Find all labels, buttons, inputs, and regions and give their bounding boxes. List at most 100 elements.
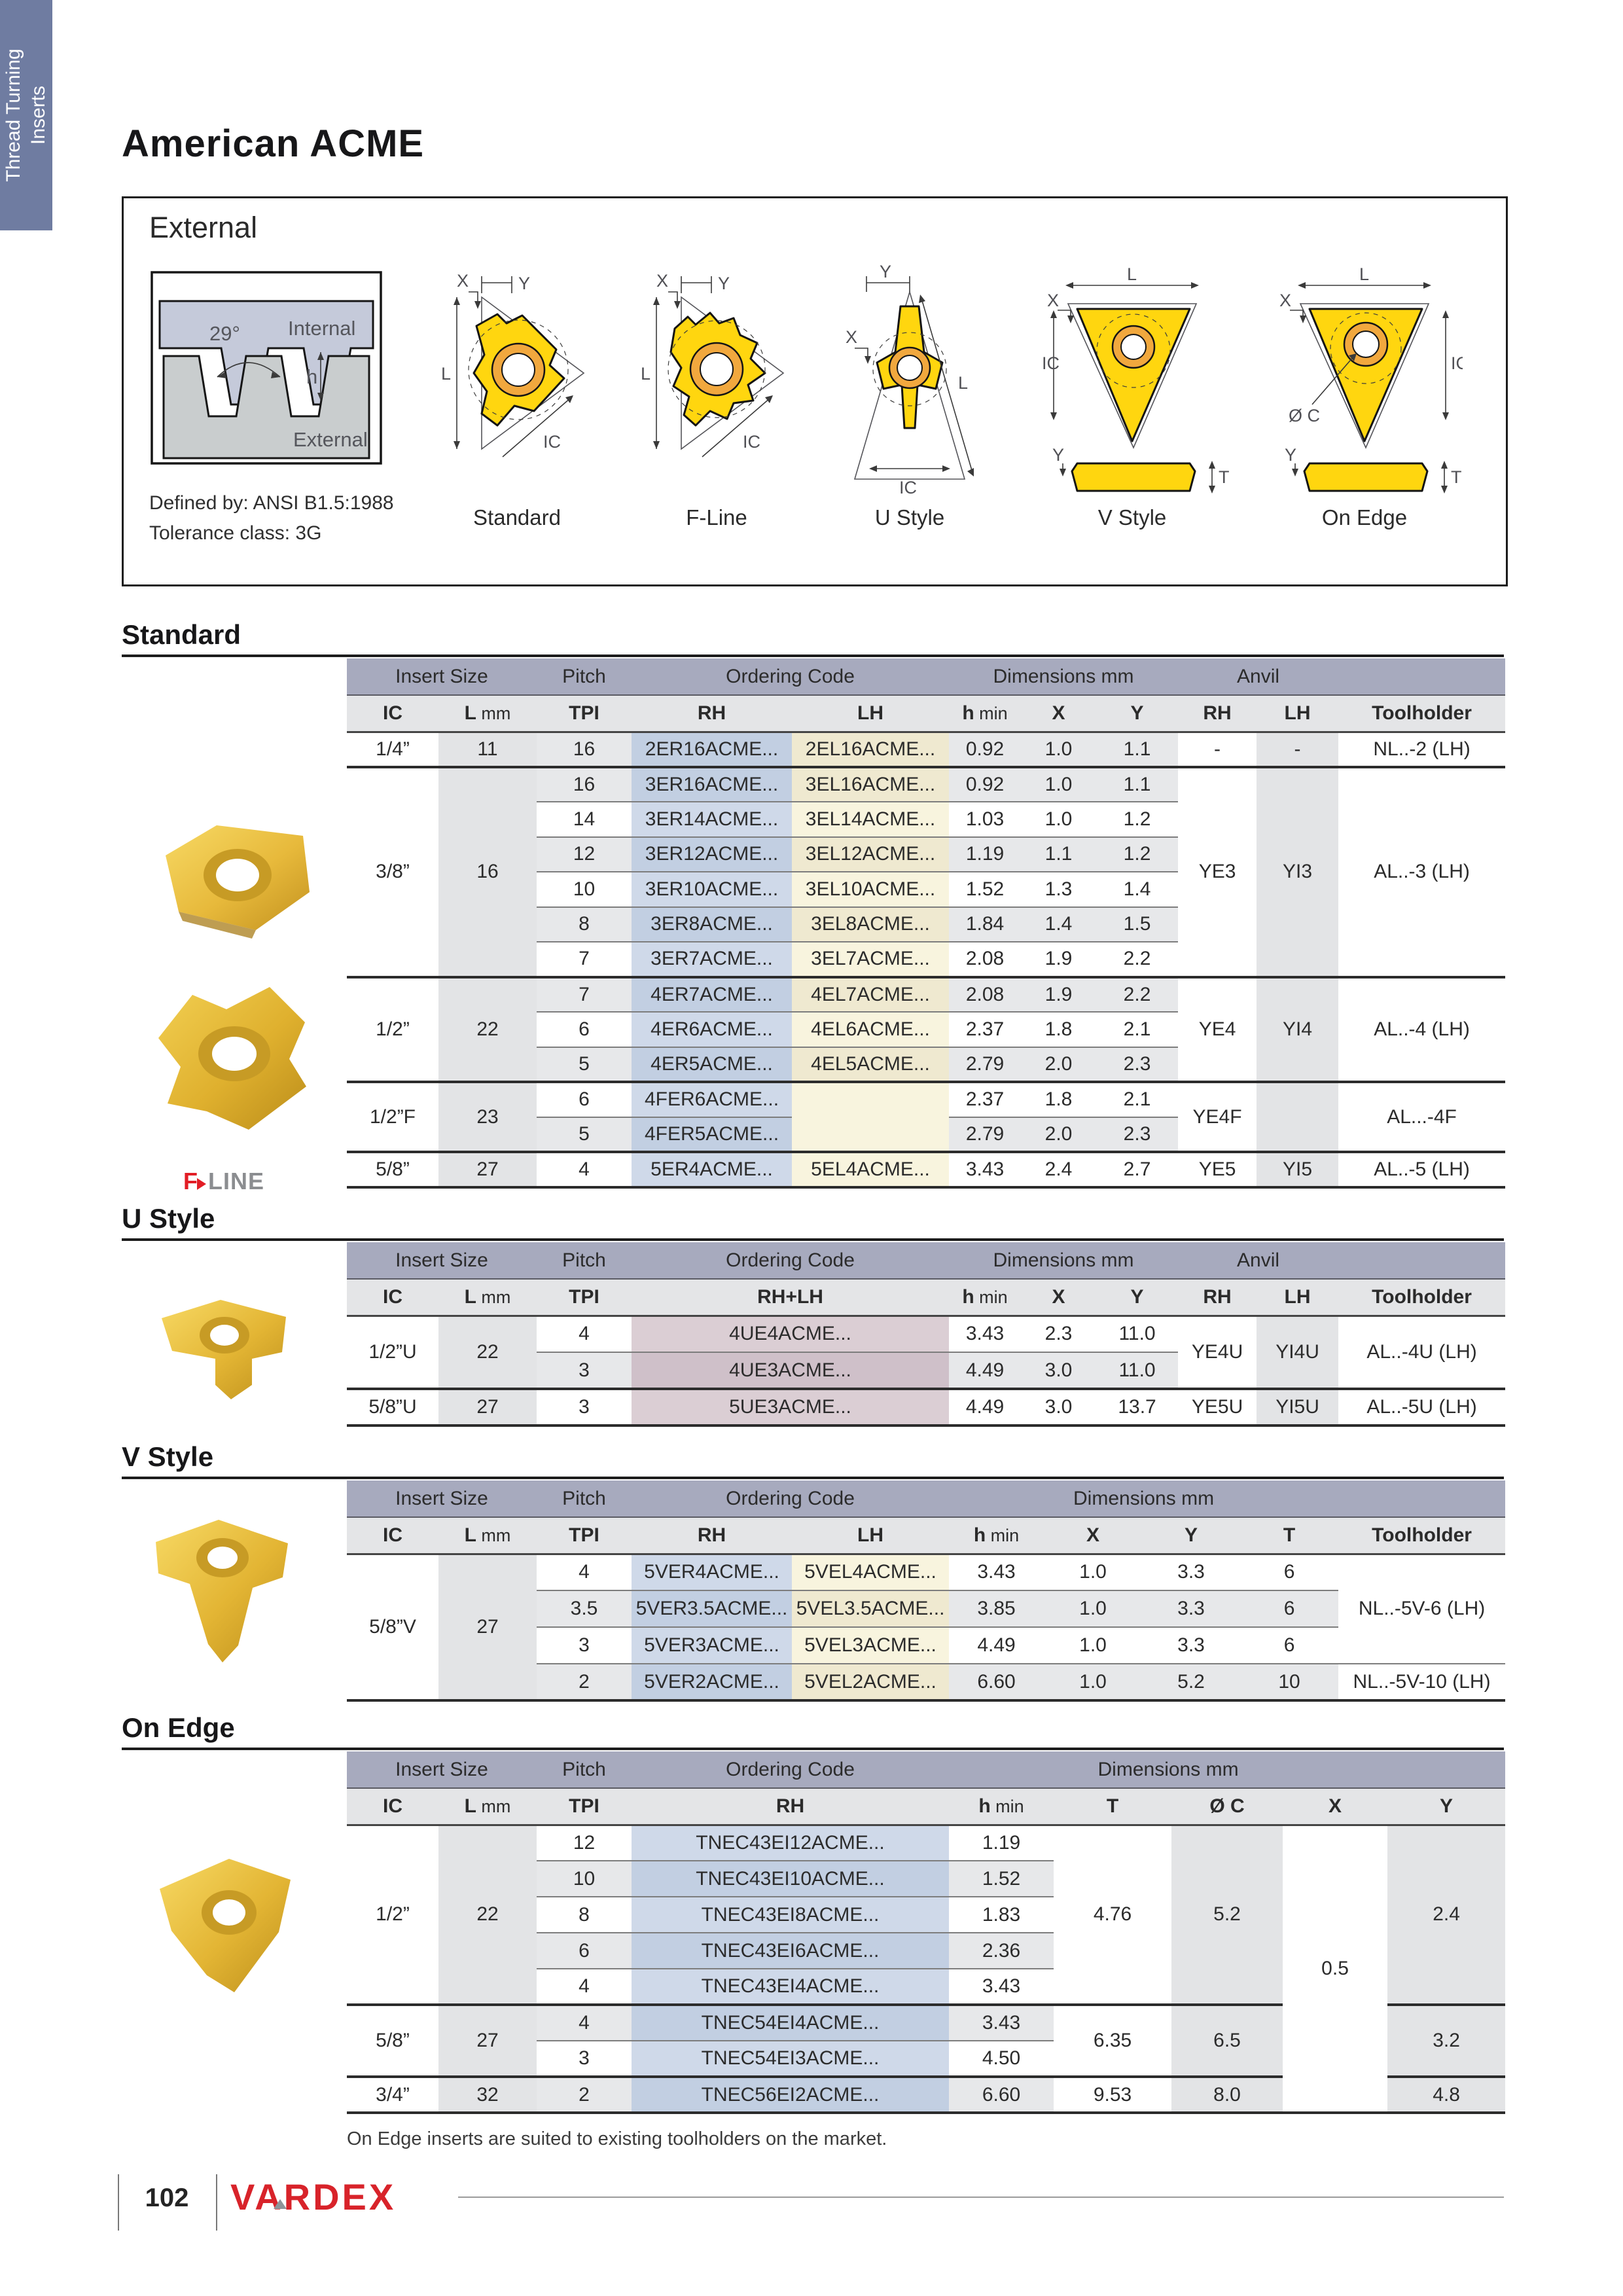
- cell: 2EL16ACME...: [792, 732, 950, 768]
- dim-label-x: X: [1279, 291, 1291, 310]
- group-header-cell: Ordering Code: [632, 1242, 950, 1280]
- table-row: 1/2” 22 7 4ER7ACME... 4EL7ACME... 2.08 1.9 2.2 Y…: [347, 977, 1506, 1083]
- sub-header-cell: LH: [1257, 695, 1339, 733]
- table-row: 6 4ER6ACME... 4EL6ACME... 2.37 1.8 2.1: [347, 1012, 1505, 1048]
- cell: 27: [438, 2005, 537, 2078]
- cell: YE3: [1178, 766, 1257, 978]
- dim-label-x: X: [846, 327, 857, 347]
- table-row: 10 3ER10ACME... 3EL10ACME... 1.52 1.3 1.4: [347, 872, 1505, 908]
- cell: 1.0: [1044, 1627, 1143, 1664]
- defined-by-text: Defined by: ANSI B1.5:1988: [149, 492, 394, 514]
- group-header-cell: Anvil: [1178, 658, 1339, 696]
- external-thread-shape: [162, 355, 370, 459]
- group-header-row: Insert Size Pitch Ordering Code Dimensions …: [347, 658, 1506, 696]
- sub-header-cell: T: [1240, 1517, 1339, 1555]
- cell: AL..-4U (LH): [1338, 1316, 1506, 1390]
- cell: 22: [438, 1825, 537, 2006]
- cell: 5: [537, 1047, 632, 1083]
- group-header-cell: Dimensions mm: [949, 658, 1179, 696]
- cell: TNEC43EI10ACME...: [632, 1861, 950, 1897]
- sub-header-cell: Y: [1096, 695, 1179, 733]
- cell: 2.37: [949, 1082, 1022, 1118]
- cell: 3EL8ACME...: [792, 906, 950, 942]
- cell: 2.3: [1096, 1047, 1179, 1083]
- table-standard: Insert Size Pitch Ordering Code Dimensions …: [347, 658, 1506, 1189]
- cell: 5/8”: [347, 2005, 438, 2078]
- cell: 4ER7ACME...: [632, 977, 793, 1013]
- table-row: 10 TNEC43EI10ACME... 1.52: [347, 1861, 1505, 1897]
- sub-header-cell: TPI: [537, 1279, 632, 1317]
- dim-label-y: Y: [518, 274, 530, 293]
- sub-header-cell: RH: [1178, 1279, 1257, 1317]
- cell: 1.5: [1096, 906, 1179, 942]
- cell: YI4U: [1257, 1316, 1339, 1390]
- dim-label-y: Y: [880, 263, 891, 281]
- dim-label-oc: Ø C: [1289, 406, 1320, 425]
- cell: 4UE4ACME...: [632, 1316, 950, 1353]
- sub-header-cell: X: [1283, 1788, 1388, 1826]
- table-row: 3 4UE3ACME... 4.49 3.0 11.0: [347, 1352, 1505, 1390]
- cell: 5VER4ACME...: [632, 1554, 793, 1591]
- group-header-cell: Insert Size: [347, 1751, 537, 1789]
- internal-label: Internal: [288, 317, 355, 340]
- cell: TNEC43EI12ACME...: [632, 1825, 950, 1861]
- cell: 3/4”: [347, 2077, 438, 2114]
- cell: YE4F: [1178, 1082, 1257, 1153]
- cell: 9.53: [1054, 2077, 1172, 2114]
- sub-header-cell: LH: [792, 1517, 950, 1555]
- h-label: h: [306, 365, 317, 388]
- group-header-cell: Dimensions mm: [949, 1480, 1339, 1518]
- cell: 2ER16ACME...: [632, 732, 793, 768]
- table-row: 8 3ER8ACME... 3EL8ACME... 1.84 1.4 1.5: [347, 906, 1505, 942]
- cell: 1/4”: [347, 732, 438, 768]
- sidebar-tab: Thread Turning Inserts: [0, 0, 52, 230]
- table-row: 12 3ER12ACME... 3EL12ACME... 1.19 1.1 1.2: [347, 836, 1505, 872]
- cell: AL..-4 (LH): [1338, 977, 1506, 1083]
- cell: 3.43: [949, 1554, 1044, 1591]
- group-header-cell: [1338, 1480, 1506, 1518]
- cell: 5/8”: [347, 1152, 438, 1189]
- thread-profile-diagram: 29° Internal h External: [151, 271, 382, 465]
- group-header-cell: Ordering Code: [632, 658, 950, 696]
- cell: 3: [537, 1627, 632, 1664]
- cell: TNEC54EI3ACME...: [632, 2041, 950, 2078]
- standard-insert-diagram: L Y X IC: [441, 271, 585, 457]
- caption-ustyle: U Style: [874, 505, 945, 529]
- sub-header-row: IC L mm TPI RH+LH h min X Y RH LH Toolholder: [347, 1279, 1506, 1317]
- dim-label-t: T: [1451, 467, 1462, 487]
- cell: 7: [537, 977, 632, 1013]
- cell: 4: [537, 2005, 632, 2041]
- sub-header-cell: Toolholder: [1338, 695, 1506, 733]
- page-title: American ACME: [122, 122, 425, 165]
- table-row: 1/2” 22 12 TNEC43EI12ACME... 1.19 4.76 5.2 0.5 2…: [347, 1825, 1506, 2114]
- cell: 5/8”V: [347, 1554, 438, 1702]
- cell: 6: [537, 1082, 632, 1118]
- cell: 5VEL3ACME...: [792, 1627, 950, 1664]
- cell: TNEC54EI4ACME...: [632, 2005, 950, 2041]
- cell: 3EL16ACME...: [792, 766, 950, 802]
- cell: 3.3: [1142, 1554, 1241, 1591]
- cell: 16: [438, 766, 537, 978]
- cell: 4: [537, 1316, 632, 1353]
- cell: 5: [537, 1117, 632, 1153]
- group-header-row: Insert Size Pitch Ordering Code Dimensions …: [347, 1751, 1506, 1789]
- cell: 5VER3ACME...: [632, 1627, 793, 1664]
- heading-ustyle: U Style: [122, 1203, 215, 1234]
- cell: 1.03: [949, 802, 1022, 838]
- cell: [792, 1082, 950, 1153]
- triangle-icon: [274, 2199, 287, 2209]
- cell: 16: [537, 766, 632, 802]
- caption-vstyle: V Style: [1097, 505, 1167, 529]
- sub-header-cell: LH: [1257, 1279, 1339, 1317]
- caption-onedge: On Edge: [1321, 505, 1408, 529]
- cell: 1.8: [1021, 1012, 1097, 1048]
- cell: 27: [438, 1152, 537, 1189]
- table-row: 5/8”U 27 3 5UE3ACME... 4.49 3.0 13.7 YE5U YI5U AL…: [347, 1389, 1506, 1427]
- internal-thread-shape: [158, 300, 374, 406]
- f-line-text: LINE: [208, 1168, 265, 1194]
- cell: YI3: [1257, 766, 1339, 978]
- cell: 2.4: [1021, 1152, 1097, 1189]
- cell: -: [1257, 732, 1339, 768]
- table-row: 5 4FER5ACME... 2.79 2.0 2.3: [347, 1117, 1505, 1153]
